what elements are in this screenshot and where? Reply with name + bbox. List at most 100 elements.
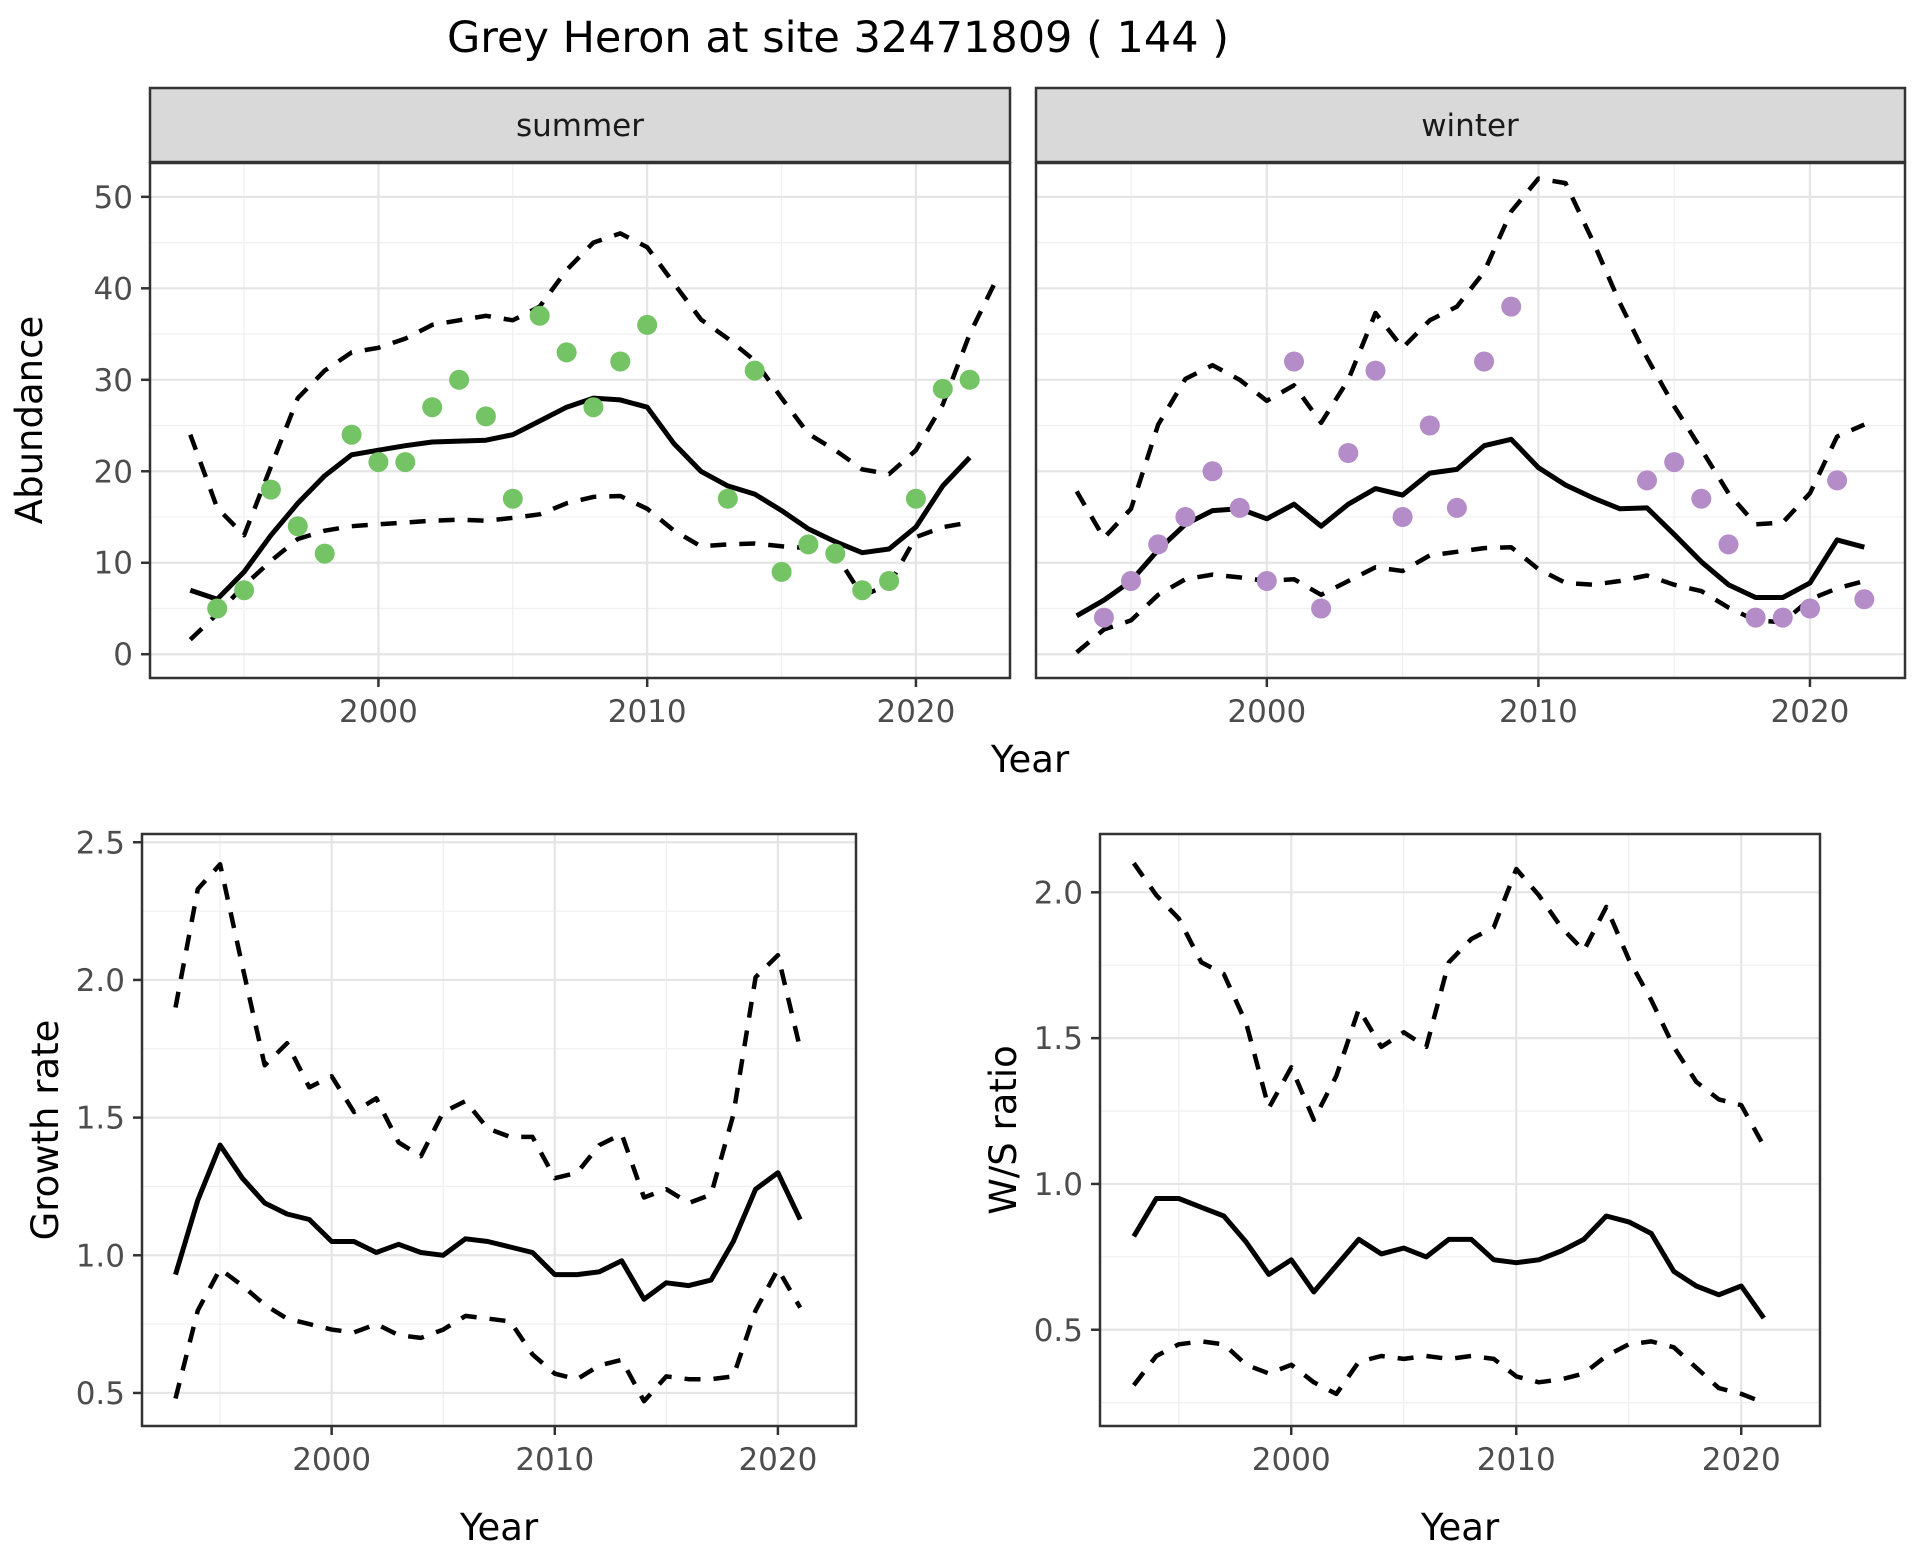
data-point (556, 342, 577, 363)
data-point (1827, 470, 1848, 491)
data-point (287, 516, 308, 537)
data-point (932, 378, 953, 399)
data-point (314, 543, 335, 564)
data-point (449, 369, 470, 390)
y-tick-label: 2.5 (76, 825, 125, 861)
y-tick-label: 20 (94, 454, 133, 490)
facet-strip-summer-background (148, 86, 1012, 164)
median-line (189, 395, 972, 602)
panel-border (148, 161, 1012, 680)
data-point (717, 488, 738, 509)
data-point (1501, 296, 1522, 317)
y-axis-title-growth-rate: Growth rate (24, 1020, 67, 1241)
panel-background (1036, 163, 1905, 678)
x-tick-label: 2000 (339, 694, 418, 730)
data-point (1745, 607, 1766, 628)
plot-title: Grey Heron at site 32471809 ( 144 ) (447, 13, 1229, 63)
x-axis-title-year-bottom-left: Year (459, 1506, 539, 1549)
data-point (260, 479, 281, 500)
panel-border (140, 832, 858, 1428)
panel-ws-ratio: 2000 2010 2020 0.5 1.0 1.5 2.0 (1034, 832, 1822, 1478)
x-tick-label: 2000 (1252, 1442, 1331, 1478)
y-tick-label: 10 (94, 546, 133, 582)
data-point (1800, 598, 1820, 619)
facet-strip-winter-label: winter (1421, 108, 1519, 144)
y-tick-label: 40 (94, 271, 133, 307)
x-tick-label: 2000 (1227, 694, 1306, 730)
data-point (1772, 607, 1793, 628)
median-line (173, 1142, 803, 1302)
data-point (905, 488, 926, 509)
data-point (1175, 507, 1196, 527)
data-point (1691, 488, 1712, 509)
data-point (1338, 443, 1359, 463)
x-tick-label: 2020 (876, 694, 955, 730)
data-point (744, 360, 765, 381)
x-tick-label: 2010 (515, 1442, 594, 1478)
x-tick-label: 2020 (1702, 1442, 1781, 1478)
data-point (637, 314, 658, 335)
data-point (1284, 351, 1304, 372)
data-point (879, 571, 900, 591)
facet-strip-winter: winter (1034, 86, 1907, 164)
data-point (825, 543, 846, 564)
data-point (1229, 497, 1250, 518)
panel-border (1098, 832, 1822, 1428)
data-point (1664, 452, 1685, 473)
data-point (583, 397, 604, 418)
data-point (1202, 461, 1223, 482)
y-tick-label: 0.5 (76, 1376, 125, 1412)
panel-abundance-winter: 2000 2010 2020 (1034, 161, 1907, 730)
data-point (959, 369, 980, 390)
facet-strip-summer: summer (148, 86, 1012, 164)
data-point (1718, 534, 1739, 555)
y-tick-label: 1.5 (76, 1101, 125, 1137)
panel-growth-rate: 2000 2010 2020 0.5 1.0 1.5 2.0 2.5 (76, 825, 858, 1478)
facet-strip-winter-background (1034, 86, 1907, 164)
y-tick-label: 0 (113, 637, 133, 673)
data-point (1148, 534, 1169, 555)
data-point (234, 580, 255, 601)
data-point (1093, 607, 1114, 628)
panel-background (1100, 834, 1820, 1426)
upper-ci-line (188, 231, 999, 538)
data-point (341, 424, 362, 445)
median-line (1131, 1196, 1766, 1320)
x-tick-label: 2020 (738, 1442, 817, 1478)
lower-ci-line (1075, 544, 1865, 655)
data-point (1121, 571, 1141, 591)
data-point (475, 406, 496, 427)
y-tick-label: 1.0 (1034, 1167, 1083, 1203)
panel-background (142, 834, 856, 1426)
lower-ci-line (1132, 1339, 1765, 1405)
x-tick-label: 2010 (608, 694, 687, 730)
x-tick-label: 2010 (1499, 694, 1578, 730)
data-point (610, 351, 631, 372)
y-tick-label: 0.5 (1034, 1313, 1083, 1349)
panel-abundance-summer: 2000 2010 2020 0 10 20 30 40 50 (94, 161, 1012, 730)
x-tick-label: 2010 (1477, 1442, 1556, 1478)
data-point (1419, 415, 1440, 436)
y-tick-label: 1.5 (1034, 1021, 1083, 1057)
data-point (368, 452, 389, 473)
lower-ci-line (173, 1266, 803, 1404)
data-point (1311, 598, 1332, 619)
y-tick-label: 50 (94, 180, 133, 216)
upper-ci-line (173, 862, 803, 1206)
y-axis-title-ws-ratio: W/S ratio (982, 1045, 1025, 1215)
data-point (798, 534, 819, 555)
data-point (529, 305, 550, 326)
x-axis-title-year-top: Year (990, 738, 1070, 781)
data-point (852, 580, 873, 601)
data-point (1392, 507, 1413, 527)
median-line (1075, 436, 1865, 618)
y-axis-title-abundance: Abundance (8, 316, 51, 524)
data-point (1854, 589, 1875, 610)
data-point (1637, 470, 1657, 491)
data-point (395, 452, 416, 473)
panel-border (1034, 161, 1907, 680)
data-point (771, 561, 792, 582)
data-point (207, 598, 228, 619)
